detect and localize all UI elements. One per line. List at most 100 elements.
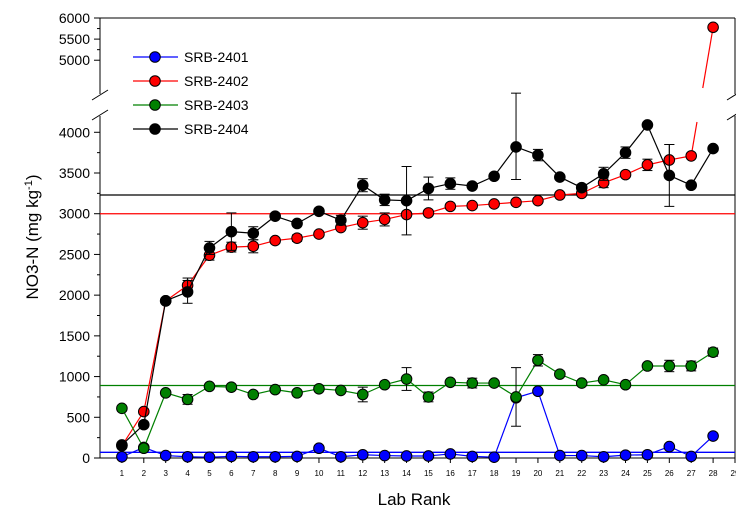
axes: 0 500 1000 1500 2000 2500 3000 3500 4000 5000 5500… (59, 10, 736, 478)
data-point (269, 450, 281, 463)
x-tick-label: 21 (555, 469, 564, 478)
data-point (378, 378, 391, 391)
x-tick-label: 13 (380, 469, 389, 478)
data-point (247, 227, 260, 240)
legend-label: SRB-2402 (184, 73, 249, 89)
data-point (466, 377, 479, 389)
series-line-segment (690, 148, 714, 186)
data-point (159, 387, 172, 399)
data-point (335, 214, 347, 227)
series-line-segment (702, 27, 714, 89)
x-tick-label: 3 (163, 469, 168, 478)
data-point (356, 388, 369, 401)
data-point (247, 240, 260, 253)
series-srb-2403 (116, 346, 719, 455)
data-point (597, 450, 610, 463)
data-point (269, 234, 281, 247)
data-point (619, 449, 632, 461)
data-point (444, 200, 457, 213)
x-tick-label: 2 (142, 469, 147, 478)
data-point (707, 430, 719, 442)
data-point (269, 210, 281, 222)
y-tick-label: 5000 (59, 52, 90, 68)
legend-label: SRB-2401 (184, 49, 249, 65)
data-point (203, 242, 216, 254)
data-point (313, 442, 325, 455)
y-tick-label: 3500 (59, 165, 90, 181)
series-line-segment (646, 124, 670, 176)
data-point (291, 217, 303, 230)
data-point (619, 146, 632, 159)
x-tick-label: 14 (402, 469, 411, 478)
data-point (554, 449, 566, 462)
series-line-segment (187, 247, 211, 293)
series-line-segment (493, 397, 517, 458)
y-tick-label: 5500 (59, 31, 90, 47)
series-srb-2401 (116, 385, 719, 463)
x-tick-label: 9 (295, 469, 300, 478)
data-point (575, 449, 588, 462)
y-tick-label: 1000 (59, 369, 90, 385)
x-tick-label: 24 (621, 469, 630, 478)
x-tick-label: 1 (120, 469, 125, 478)
legend-marker (149, 123, 161, 135)
data-point (313, 205, 325, 218)
data-point (313, 228, 325, 240)
x-tick-label: 16 (446, 469, 455, 478)
data-point (137, 418, 150, 431)
data-point (181, 450, 194, 463)
x-axis-title: Lab Rank (378, 490, 451, 509)
data-point (554, 189, 566, 201)
series-line-segment (121, 408, 145, 449)
y-tick-label: 500 (67, 409, 91, 425)
data-point (422, 450, 435, 462)
data-point (444, 448, 457, 460)
data-point (488, 377, 500, 389)
data-point (225, 381, 238, 393)
y-tick-label: 0 (82, 450, 90, 466)
data-point (641, 159, 654, 171)
y-tick-label: 6000 (59, 10, 90, 26)
data-point (247, 450, 260, 463)
data-point (685, 450, 698, 463)
x-tick-label: 11 (337, 469, 346, 478)
data-point (116, 439, 128, 451)
data-point (269, 383, 281, 396)
data-point (619, 378, 632, 391)
y-axis-title-superscript: -1 (23, 180, 35, 190)
y-tick-label: 3000 (59, 206, 90, 222)
data-point (510, 196, 522, 209)
data-point (575, 377, 588, 389)
data-point (116, 450, 128, 463)
data-point (488, 198, 500, 210)
series-srb-2404 (116, 92, 719, 451)
x-tick-label: 17 (468, 469, 477, 478)
legend-marker (149, 51, 161, 63)
data-point (663, 360, 676, 372)
data-point (554, 171, 566, 183)
data-point (554, 368, 566, 380)
x-tick-label: 20 (533, 469, 542, 478)
y-tick-label: 2500 (59, 246, 90, 262)
data-point (597, 374, 610, 386)
data-point (597, 168, 610, 180)
data-point (225, 225, 238, 238)
data-point (422, 182, 435, 195)
x-tick-label: 23 (599, 469, 608, 478)
data-point (313, 382, 325, 395)
x-tick-label: 6 (229, 469, 234, 478)
data-point (181, 286, 194, 298)
x-tick-label: 27 (687, 469, 696, 478)
legend-label: SRB-2404 (184, 121, 249, 137)
y-axis-title-main: NO3-N (mg kg (23, 190, 42, 300)
data-point (685, 179, 698, 192)
axis-break-mark-right-upper (726, 93, 736, 101)
x-tick-label: 22 (577, 469, 586, 478)
legend-marker (149, 99, 161, 111)
data-point (510, 391, 522, 403)
series-line-segment (625, 124, 648, 154)
series-line-segment (143, 392, 167, 449)
data-point (641, 448, 654, 461)
data-point (575, 181, 588, 194)
